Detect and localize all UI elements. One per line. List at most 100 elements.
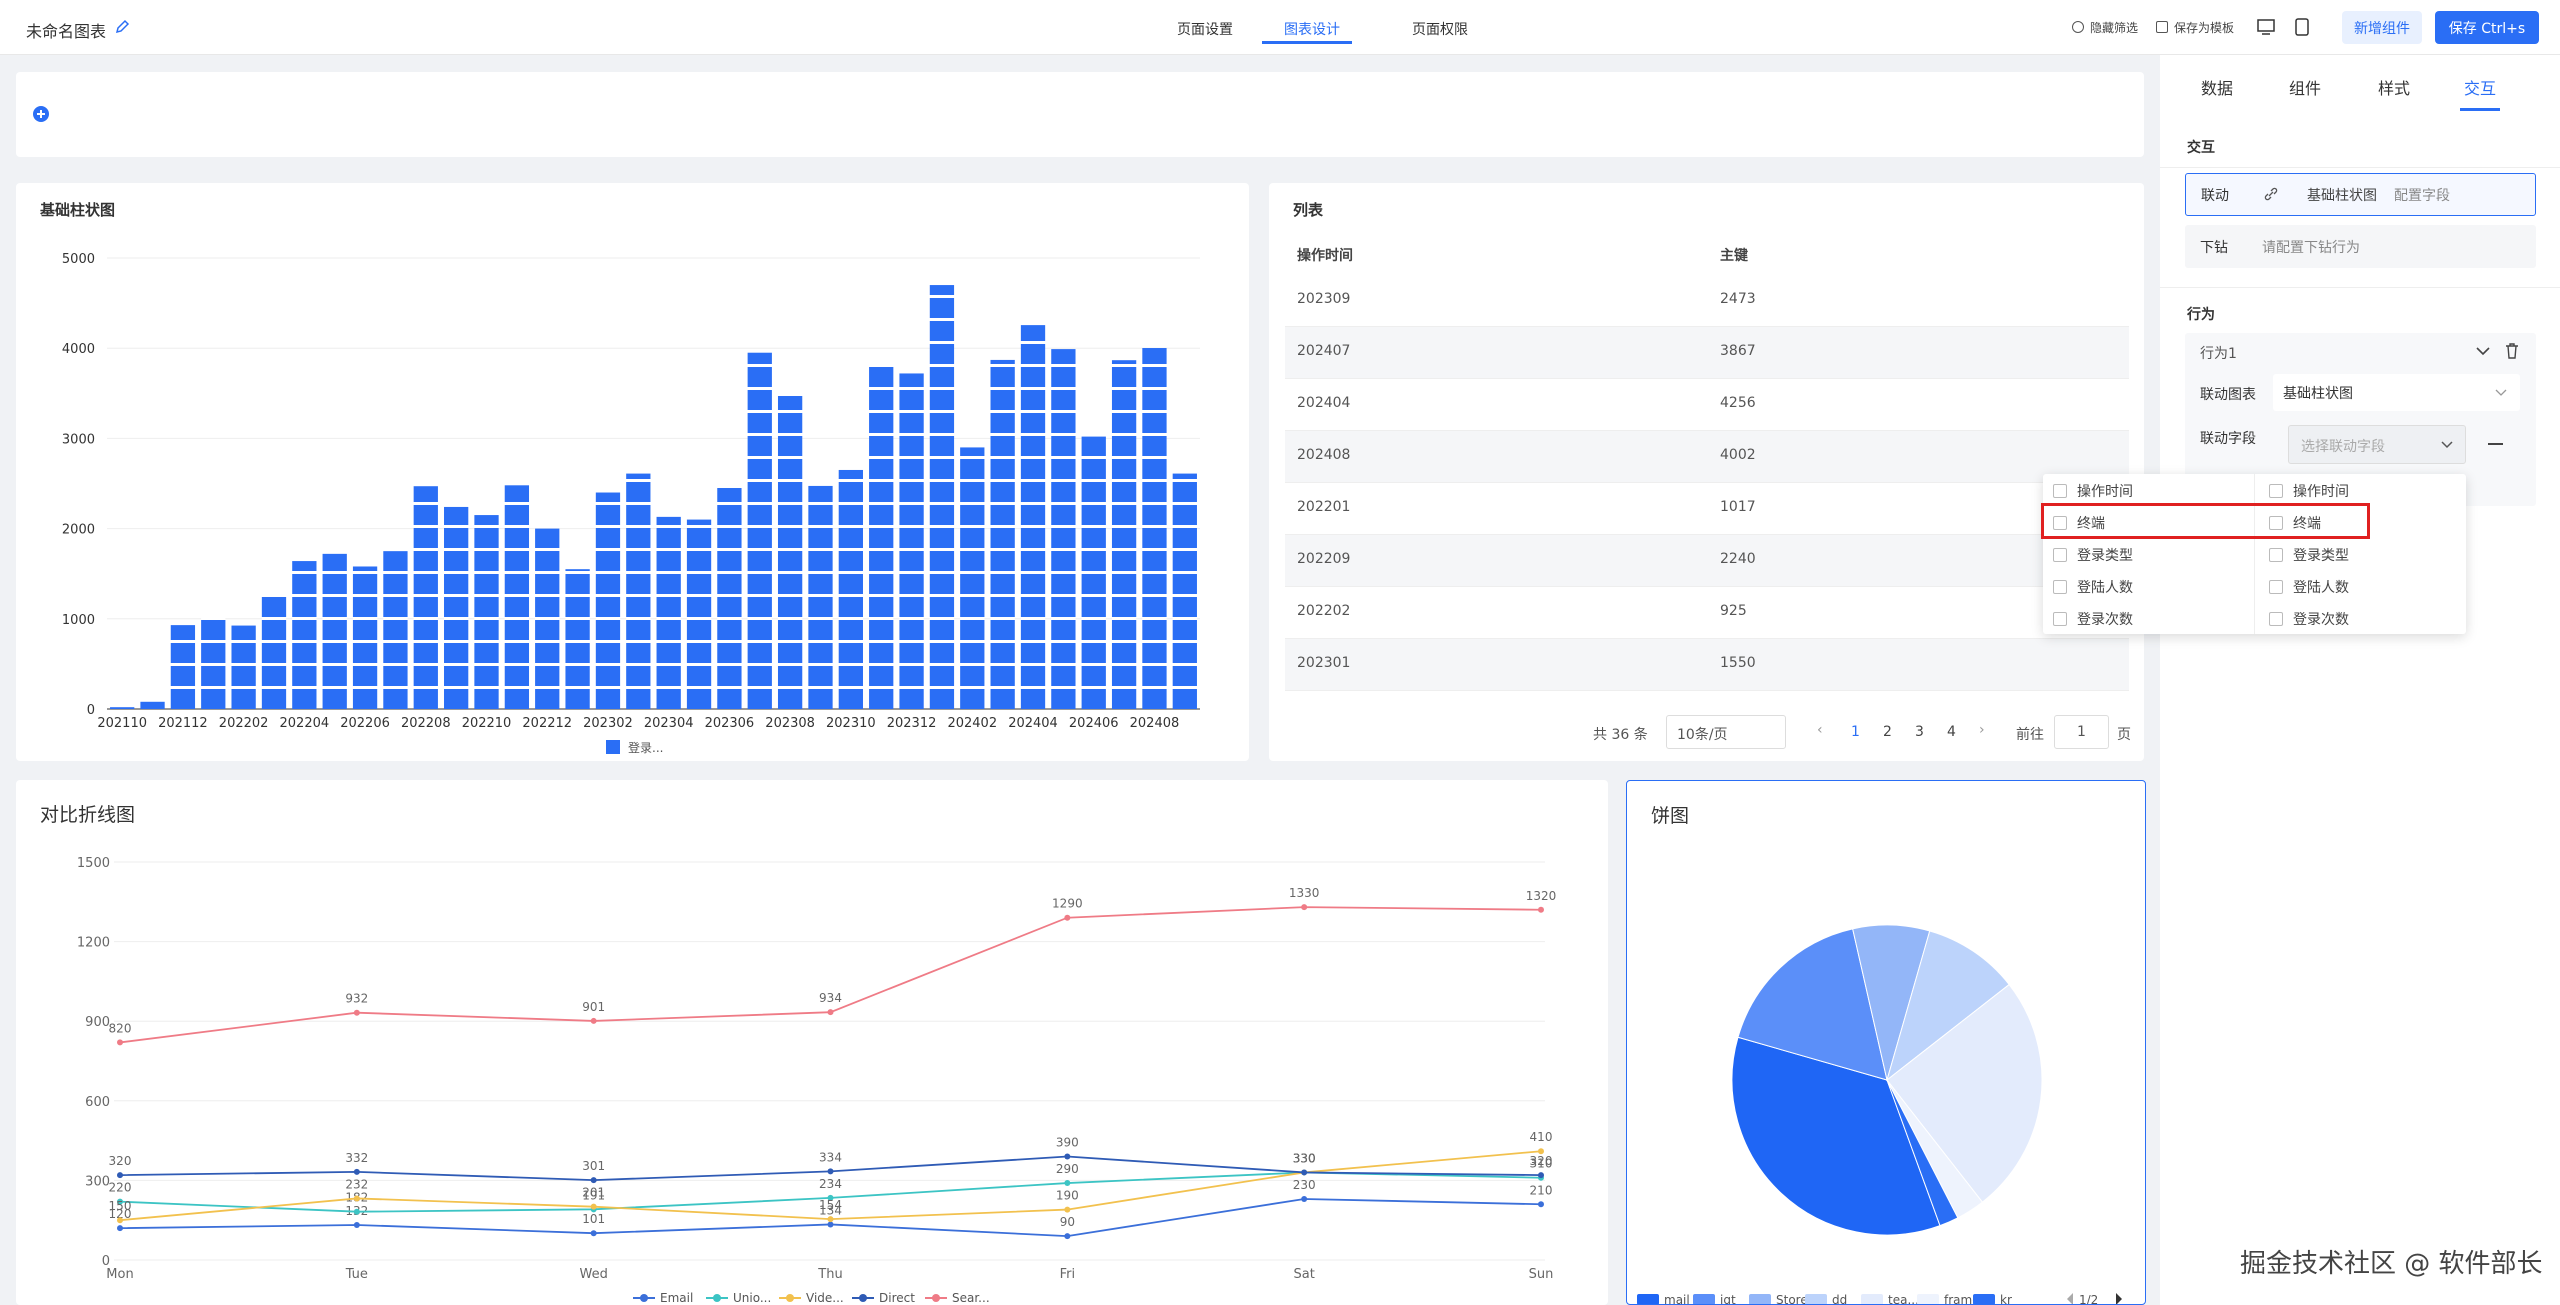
link-row[interactable]: 联动 基础柱状图 配置字段 bbox=[2185, 173, 2536, 216]
table-row bbox=[1285, 483, 2129, 535]
x-tick-label: 202408 bbox=[1130, 716, 1180, 731]
x-tick-label: 202210 bbox=[462, 716, 512, 731]
data-label: 932 bbox=[345, 992, 368, 1006]
next-arrow[interactable]: › bbox=[1979, 722, 1985, 738]
x-tick-label: 202312 bbox=[887, 716, 937, 731]
panel-tab[interactable]: 数据 bbox=[2201, 79, 2234, 98]
x-tick-label: Mon bbox=[106, 1267, 133, 1282]
checkbox-option[interactable]: 登录类型 bbox=[2053, 545, 2133, 565]
data-label: 220 bbox=[109, 1181, 132, 1195]
action-icon bbox=[2156, 21, 2168, 33]
remove-icon[interactable] bbox=[2488, 443, 2503, 445]
field-select[interactable]: 选择联动字段 bbox=[2288, 425, 2466, 464]
x-tick-label: Thu bbox=[817, 1267, 842, 1282]
add-filter-icon[interactable] bbox=[32, 105, 50, 123]
checkbox-option[interactable]: 登陆人数 bbox=[2269, 577, 2349, 597]
x-tick-label: 202310 bbox=[826, 716, 876, 731]
bar bbox=[990, 359, 1015, 709]
link-config[interactable]: 配置字段 bbox=[2394, 188, 2450, 204]
x-tick-label: 202208 bbox=[401, 716, 451, 731]
checkbox-option[interactable]: 登陆人数 bbox=[2053, 577, 2133, 597]
header-tab[interactable]: 页面设置 bbox=[1177, 22, 1233, 38]
data-point bbox=[353, 1009, 360, 1016]
checkbox-option[interactable]: 登录次数 bbox=[2269, 609, 2349, 629]
table-cell: 3867 bbox=[1720, 343, 1756, 359]
checkbox-option[interactable]: 终端 bbox=[2053, 513, 2105, 533]
panel-tab[interactable]: 组件 bbox=[2289, 79, 2322, 98]
data-point bbox=[353, 1208, 360, 1215]
bar bbox=[565, 569, 590, 709]
checkbox bbox=[2269, 580, 2283, 594]
header-action[interactable]: 保存为模板 bbox=[2174, 21, 2235, 35]
data-point bbox=[827, 1216, 834, 1223]
delete-icon[interactable] bbox=[2505, 343, 2519, 359]
y-tick-label: 2000 bbox=[62, 523, 95, 538]
collapse-icon[interactable] bbox=[2475, 344, 2491, 358]
line-chart: 0 300 600 900 1200 1500 Mon Tue Wed Thu Fri Sat Sun 1… bbox=[77, 856, 1556, 1305]
total-count: 共 36 条 bbox=[1593, 727, 1648, 743]
page-size-select[interactable]: 10条/页 bbox=[1666, 715, 1786, 749]
divider bbox=[2160, 287, 2560, 288]
data-point bbox=[590, 1017, 597, 1024]
mobile-icon[interactable] bbox=[2294, 17, 2310, 37]
chart-name[interactable]: 未命名图表 bbox=[26, 22, 107, 41]
header-tab[interactable]: 页面权限 bbox=[1412, 22, 1468, 38]
edit-icon[interactable] bbox=[114, 19, 130, 35]
link-chart: 基础柱状图 bbox=[2307, 188, 2377, 204]
bar bbox=[261, 594, 287, 709]
data-point bbox=[827, 1194, 834, 1201]
add-component-button[interactable]: 新增组件 bbox=[2342, 11, 2422, 44]
data-label: 234 bbox=[819, 1177, 842, 1191]
behavior-name: 行为1 bbox=[2200, 346, 2237, 362]
divider bbox=[2254, 474, 2255, 634]
option-label: 登录类型 bbox=[2293, 548, 2349, 564]
checkbox-option[interactable]: 登录次数 bbox=[2053, 609, 2133, 629]
side-panel: 数据 组件 样式 交互 交互 联动 基础柱状图 配置字段 下钻 请配置下钻行为 行为 … bbox=[2160, 55, 2560, 1305]
bar bbox=[383, 551, 408, 709]
legend-label: Store... bbox=[1776, 1293, 1819, 1305]
data-label: 191 bbox=[582, 1188, 605, 1202]
bar-chart-card: 基础柱状图 0 1000 2000 3000 4000 5000 202110 202112 2… bbox=[16, 183, 1249, 761]
table-cell: 202301 bbox=[1297, 655, 1351, 671]
panel-tab[interactable]: 样式 bbox=[2378, 79, 2411, 98]
data-point bbox=[1538, 1172, 1544, 1179]
header-tab[interactable]: 图表设计 bbox=[1284, 22, 1340, 38]
save-button[interactable]: 保存 Ctrl+s bbox=[2435, 11, 2539, 44]
page-number[interactable]: 1 bbox=[1851, 724, 1860, 740]
table-cell: 202209 bbox=[1297, 551, 1351, 567]
data-point bbox=[117, 1172, 123, 1179]
pie-chart-card: 饼图 mail iqt Store... dd tea... frame kr 1/2 bbox=[1626, 780, 2146, 1305]
legend-next[interactable] bbox=[2116, 1293, 2122, 1305]
x-tick-label: 202306 bbox=[705, 716, 755, 731]
page-number[interactable]: 4 bbox=[1947, 724, 1956, 740]
option-label: 登陆人数 bbox=[2077, 580, 2133, 596]
drill-row[interactable]: 下钻 请配置下钻行为 bbox=[2185, 225, 2536, 268]
panel-tab[interactable]: 交互 bbox=[2464, 79, 2497, 98]
page-number[interactable]: 3 bbox=[1915, 724, 1924, 740]
chart-select[interactable]: 基础柱状图 bbox=[2273, 374, 2520, 411]
goto-input[interactable]: 1 bbox=[2054, 715, 2109, 749]
desktop-icon[interactable] bbox=[2256, 18, 2276, 36]
header-action[interactable]: 隐藏筛选 bbox=[2090, 21, 2139, 35]
option-label: 登录类型 bbox=[2077, 548, 2133, 564]
option-label: 终端 bbox=[2077, 516, 2105, 532]
bar bbox=[838, 469, 863, 709]
data-point bbox=[1538, 1148, 1544, 1155]
data-label: 330 bbox=[1293, 1151, 1316, 1165]
x-tick-label: 202204 bbox=[280, 716, 330, 731]
input-value: 1 bbox=[2077, 724, 2086, 740]
checkbox-option[interactable]: 操作时间 bbox=[2269, 481, 2349, 501]
checkbox-option[interactable]: 操作时间 bbox=[2053, 481, 2133, 501]
prev-arrow[interactable]: ‹ bbox=[1817, 722, 1823, 738]
x-tick-label: Wed bbox=[579, 1267, 607, 1282]
legend-prev[interactable] bbox=[2067, 1293, 2073, 1305]
filter-bar bbox=[16, 72, 2144, 157]
data-label: 134 bbox=[819, 1203, 842, 1217]
legend-label: kr bbox=[2000, 1293, 2012, 1305]
checkbox-option[interactable]: 终端 bbox=[2269, 513, 2321, 533]
page-number[interactable]: 2 bbox=[1883, 724, 1892, 740]
data-point bbox=[353, 1221, 360, 1228]
checkbox-option[interactable]: 登录类型 bbox=[2269, 545, 2349, 565]
divider bbox=[2160, 167, 2560, 168]
field-label: 联动字段 bbox=[2200, 431, 2256, 447]
